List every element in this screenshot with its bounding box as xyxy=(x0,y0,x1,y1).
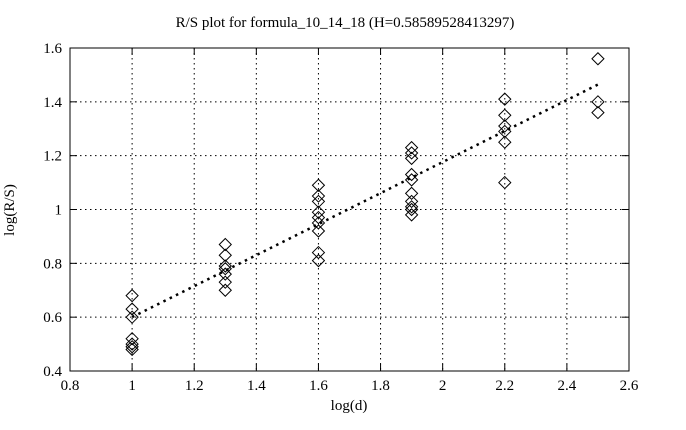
data-point-diamond xyxy=(125,331,139,346)
data-point-diamond xyxy=(498,124,512,139)
data-point-diamond xyxy=(498,108,512,122)
x-tick-label: 2 xyxy=(439,378,447,394)
data-point-diamond xyxy=(404,140,419,155)
data-point-diamond xyxy=(311,253,326,268)
data-point-diamond xyxy=(498,135,512,149)
data-point-diamond xyxy=(218,283,232,297)
data-point-diamond xyxy=(218,259,232,273)
data-point-diamond xyxy=(218,248,232,262)
data-point-diamond xyxy=(404,208,419,222)
data-point-diamond xyxy=(311,245,326,260)
x-tick-label: 1.6 xyxy=(309,378,328,394)
data-point-diamond xyxy=(311,216,326,230)
data-point-diamond xyxy=(125,310,139,324)
data-point-diamond xyxy=(125,288,139,303)
x-axis-label: log(d) xyxy=(331,398,368,414)
data-point-diamond xyxy=(404,167,419,182)
data-point-diamond xyxy=(404,200,419,214)
data-point-diamond xyxy=(311,189,326,203)
data-layer xyxy=(125,52,605,357)
y-tick-label: 1.6 xyxy=(43,41,62,57)
y-tick-label: 0.6 xyxy=(43,310,62,326)
grid-layer xyxy=(70,48,629,371)
y-axis-label: log(R/S) xyxy=(2,184,18,236)
x-tick-label: 1 xyxy=(128,378,136,394)
data-point-diamond xyxy=(404,186,419,201)
data-point-diamond xyxy=(125,302,139,316)
data-point-diamond xyxy=(311,194,326,209)
data-point-diamond xyxy=(404,202,419,217)
data-point-diamond xyxy=(218,262,232,276)
x-tick-label: 0.8 xyxy=(61,378,80,394)
tick-layer: 0.8 1 1.2 1.4 1.6 1.8 2 2.2 2.4 2.6 0.4 0.6 0.8 1 1.2 1… xyxy=(43,41,639,394)
hurst-fit-line xyxy=(131,81,602,319)
data-point-diamond xyxy=(404,194,419,209)
data-point-diamond xyxy=(404,173,419,187)
y-tick-label: 1.2 xyxy=(43,149,62,165)
x-tick-label: 1.2 xyxy=(185,378,204,394)
x-tick-label: 2.6 xyxy=(620,378,639,394)
data-point-diamond xyxy=(498,119,512,133)
data-point-diamond xyxy=(311,178,326,192)
data-point-diamond xyxy=(591,52,605,66)
data-point-diamond xyxy=(218,237,232,252)
x-tick-label: 1.8 xyxy=(371,378,390,394)
chart-title: R/S plot for formula_10_14_18 (H=0.58589… xyxy=(176,15,515,31)
data-point-diamond xyxy=(125,340,139,354)
y-tick-label: 1.4 xyxy=(43,95,62,111)
x-tick-label: 1.4 xyxy=(247,378,266,394)
data-point-diamond xyxy=(311,210,326,225)
y-tick-label: 0.4 xyxy=(43,364,62,380)
data-point-diamond xyxy=(591,105,605,120)
data-point-diamond xyxy=(498,175,512,190)
y-tick-label: 0.8 xyxy=(43,256,62,272)
data-point-diamond xyxy=(218,275,232,289)
y-tick-label: 1 xyxy=(55,203,63,219)
data-point-diamond xyxy=(404,146,419,160)
data-point-diamond xyxy=(404,151,419,166)
x-tick-label: 2.4 xyxy=(558,378,577,394)
data-point-diamond xyxy=(498,92,512,106)
data-point-diamond xyxy=(591,95,605,109)
data-point-diamond xyxy=(125,342,139,357)
data-point-diamond xyxy=(125,337,139,351)
data-point-diamond xyxy=(311,224,326,238)
data-point-diamond xyxy=(218,267,232,281)
x-tick-label: 2.2 xyxy=(495,378,514,394)
data-point-diamond xyxy=(311,205,326,219)
